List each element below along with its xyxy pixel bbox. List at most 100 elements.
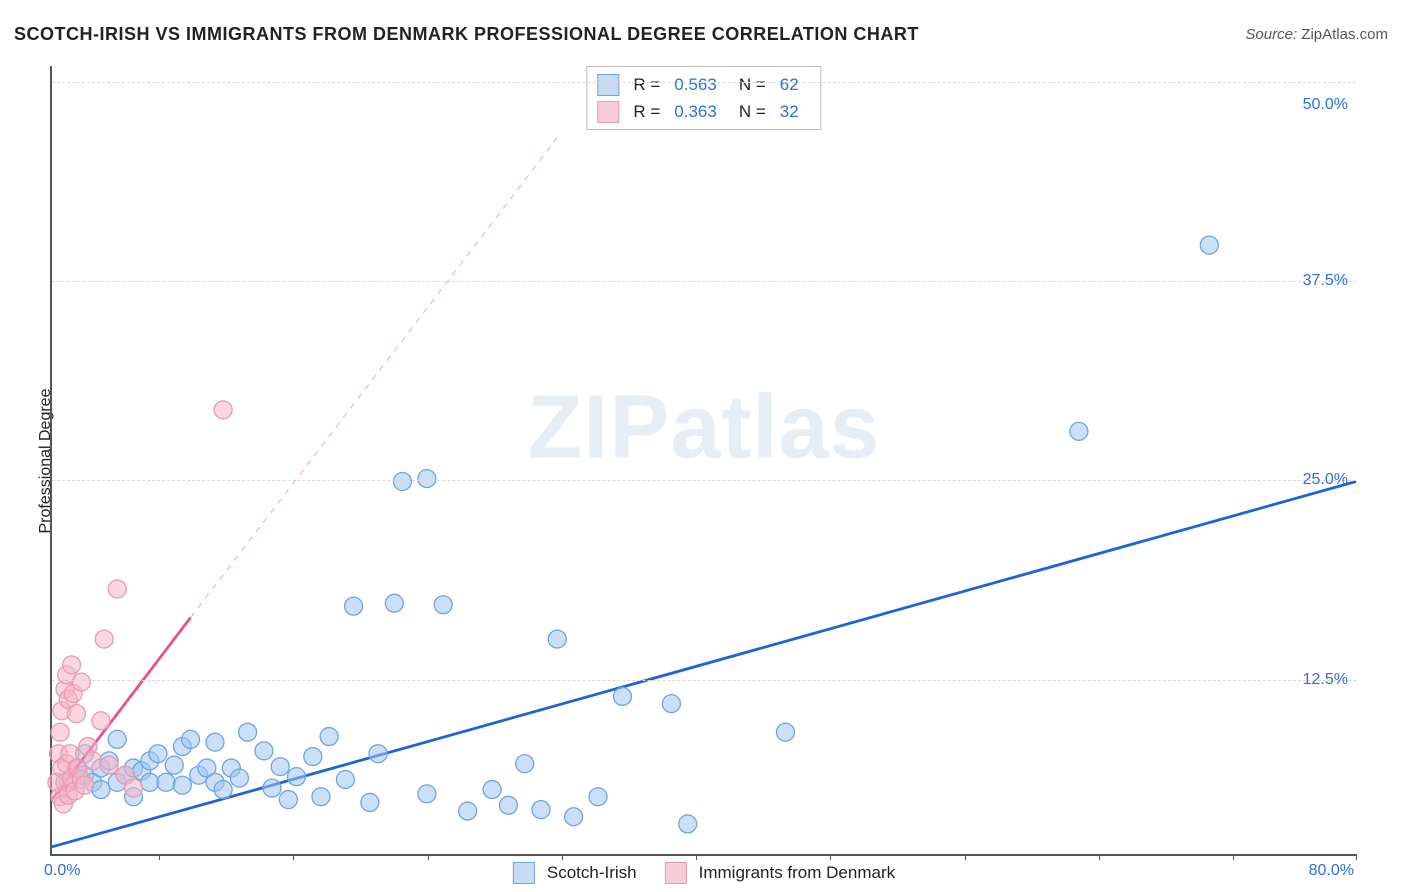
point-scotch-irish xyxy=(157,773,175,791)
y-tick-label: 50.0% xyxy=(1303,96,1348,114)
point-scotch-irish xyxy=(369,745,387,763)
point-scotch-irish xyxy=(182,730,200,748)
point-scotch-irish xyxy=(165,756,183,774)
point-scotch-irish xyxy=(548,630,566,648)
point-scotch-irish xyxy=(393,473,411,491)
y-tick-label: 12.5% xyxy=(1303,671,1348,689)
point-denmark xyxy=(214,401,232,419)
point-denmark xyxy=(100,756,118,774)
point-scotch-irish xyxy=(173,776,191,794)
point-scotch-irish xyxy=(279,791,297,809)
source-label: Source: xyxy=(1245,26,1297,43)
legend-swatch xyxy=(513,862,535,884)
point-scotch-irish xyxy=(239,723,257,741)
point-scotch-irish xyxy=(499,796,517,814)
legend-swatch xyxy=(597,74,619,96)
legend-n-value: 32 xyxy=(780,98,799,125)
legend-r-value: 0.563 xyxy=(674,71,717,98)
x-tick-mark xyxy=(1233,854,1234,860)
point-scotch-irish xyxy=(418,470,436,488)
legend-item: Scotch-Irish xyxy=(513,862,637,884)
x-tick-mark xyxy=(830,854,831,860)
point-scotch-irish xyxy=(516,755,534,773)
scatter-svg xyxy=(52,66,1356,854)
point-scotch-irish xyxy=(679,815,697,833)
point-denmark xyxy=(84,752,102,770)
point-denmark xyxy=(76,776,94,794)
x-tick-mark xyxy=(159,854,160,860)
chart-title: SCOTCH-IRISH VS IMMIGRANTS FROM DENMARK … xyxy=(14,24,919,45)
point-scotch-irish xyxy=(483,781,501,799)
y-tick-label: 37.5% xyxy=(1303,272,1348,290)
point-scotch-irish xyxy=(614,687,632,705)
point-scotch-irish xyxy=(206,733,224,751)
point-denmark xyxy=(67,705,85,723)
point-scotch-irish xyxy=(1200,236,1218,254)
point-scotch-irish xyxy=(255,742,273,760)
point-scotch-irish xyxy=(565,808,583,826)
legend-label: Immigrants from Denmark xyxy=(699,863,895,883)
point-scotch-irish xyxy=(304,748,322,766)
legend-swatch xyxy=(665,862,687,884)
point-scotch-irish xyxy=(532,801,550,819)
point-denmark xyxy=(125,779,143,797)
point-scotch-irish xyxy=(271,758,289,776)
point-denmark xyxy=(51,723,69,741)
legend-n-value: 62 xyxy=(780,71,799,98)
point-scotch-irish xyxy=(589,788,607,806)
point-scotch-irish xyxy=(92,781,110,799)
point-scotch-irish xyxy=(141,773,159,791)
point-scotch-irish xyxy=(336,771,354,789)
point-scotch-irish xyxy=(345,597,363,615)
plot-area: ZIPatlas R =0.563N =62R =0.363N =32 Scot… xyxy=(50,66,1356,856)
point-scotch-irish xyxy=(263,779,281,797)
point-scotch-irish xyxy=(108,730,126,748)
legend-r-label: R = xyxy=(633,98,660,125)
legend-swatch xyxy=(597,101,619,123)
trendline-scotch-irish xyxy=(52,481,1356,846)
point-scotch-irish xyxy=(320,728,338,746)
source-value: ZipAtlas.com xyxy=(1301,26,1388,43)
legend-n-label: N = xyxy=(739,71,766,98)
gridline xyxy=(52,680,1356,681)
y-tick-label: 25.0% xyxy=(1303,471,1348,489)
x-tick-mark xyxy=(428,854,429,860)
x-max-label: 80.0% xyxy=(1309,862,1354,880)
x-min-label: 0.0% xyxy=(44,862,80,880)
point-scotch-irish xyxy=(214,781,232,799)
legend-r-value: 0.363 xyxy=(674,98,717,125)
point-scotch-irish xyxy=(312,788,330,806)
point-scotch-irish xyxy=(662,695,680,713)
point-scotch-irish xyxy=(459,802,477,820)
point-denmark xyxy=(92,712,110,730)
gridline xyxy=(52,82,1356,83)
x-tick-mark xyxy=(293,854,294,860)
point-scotch-irish xyxy=(230,769,248,787)
legend-row: R =0.363N =32 xyxy=(597,98,810,125)
x-tick-mark xyxy=(1099,854,1100,860)
gridline xyxy=(52,281,1356,282)
point-scotch-irish xyxy=(288,768,306,786)
legend-item: Immigrants from Denmark xyxy=(665,862,895,884)
point-scotch-irish xyxy=(385,594,403,612)
point-denmark xyxy=(95,630,113,648)
legend-label: Scotch-Irish xyxy=(547,863,637,883)
point-scotch-irish xyxy=(777,723,795,741)
series-legend: Scotch-Irish Immigrants from Denmark xyxy=(513,862,895,884)
point-denmark xyxy=(72,673,90,691)
point-scotch-irish xyxy=(149,745,167,763)
point-denmark xyxy=(108,580,126,598)
point-scotch-irish xyxy=(418,785,436,803)
y-axis-label-wrap: Professional Degree xyxy=(6,66,36,856)
point-scotch-irish xyxy=(434,596,452,614)
gridline xyxy=(52,480,1356,481)
x-tick-mark xyxy=(562,854,563,860)
legend-row: R = 0.563 N = 62 xyxy=(597,71,810,98)
point-scotch-irish xyxy=(361,793,379,811)
source-credit: Source: ZipAtlas.com xyxy=(1245,26,1388,43)
x-tick-mark xyxy=(1356,854,1357,860)
chart-container: SCOTCH-IRISH VS IMMIGRANTS FROM DENMARK … xyxy=(0,0,1406,892)
trendline-dash-denmark xyxy=(191,138,558,618)
legend-r-label: R = xyxy=(633,71,660,98)
point-scotch-irish xyxy=(1070,422,1088,440)
